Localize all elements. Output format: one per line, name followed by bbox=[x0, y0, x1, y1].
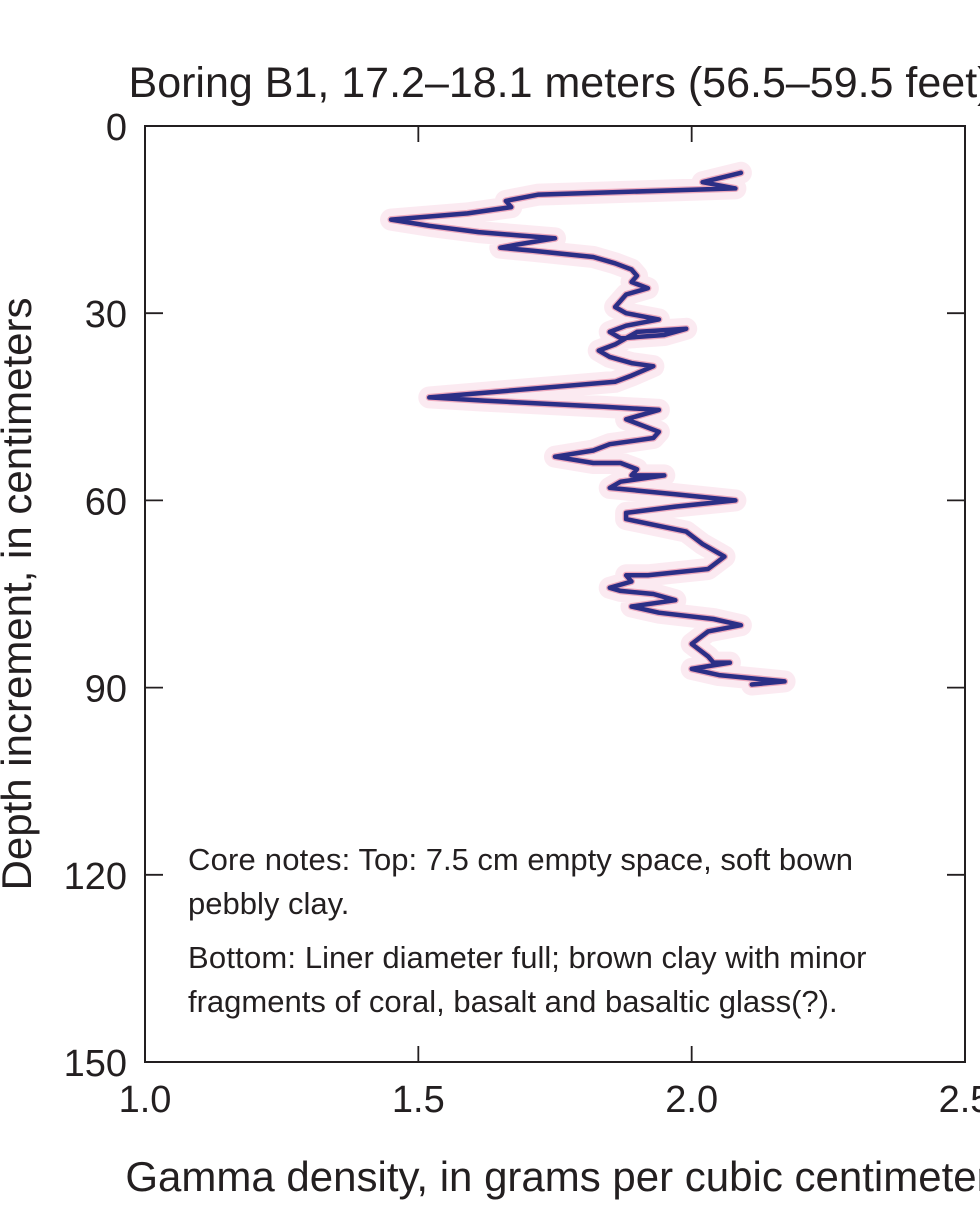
y-tick-label: 0 bbox=[106, 107, 127, 149]
y-axis-label: Depth increment, in centimeters bbox=[0, 298, 40, 891]
x-axis-label: Gamma density, in grams per cubic centim… bbox=[125, 1153, 980, 1200]
core-notes: Core notes: Top: 7.5 cm empty space, sof… bbox=[188, 838, 938, 1034]
core-notes-bottom: Bottom: Liner diameter full; brown clay … bbox=[188, 936, 938, 1024]
y-tick-label: 60 bbox=[85, 481, 127, 523]
core-notes-bottom-label: Bottom: bbox=[188, 940, 297, 975]
series-halo bbox=[380, 161, 796, 696]
y-tick-label: 120 bbox=[64, 856, 127, 898]
y-tick-label: 150 bbox=[64, 1043, 127, 1085]
plot-frame bbox=[144, 125, 966, 1063]
series-layer bbox=[380, 161, 796, 696]
x-tick-label: 1.0 bbox=[119, 1079, 172, 1121]
core-notes-top: Core notes: Top: 7.5 cm empty space, sof… bbox=[188, 838, 938, 926]
x-tick-label: 2.5 bbox=[939, 1079, 980, 1121]
core-notes-bottom-text: Liner diameter full; brown clay with min… bbox=[188, 940, 867, 1019]
core-notes-top-text: Top: 7.5 cm empty space, soft bown pebbl… bbox=[188, 842, 854, 921]
y-tick-label: 30 bbox=[85, 294, 127, 336]
x-tick-label: 2.0 bbox=[665, 1079, 718, 1121]
density-series-line bbox=[388, 170, 787, 687]
axis-ticks: 1.0 1.5 2.0 2.5 0 30 60 90 120 150 bbox=[64, 107, 980, 1121]
y-tick-label: 90 bbox=[85, 669, 127, 711]
core-notes-top-label: Core notes: bbox=[188, 842, 351, 877]
chart-title: Boring B1, 17.2–18.1 meters (56.5–59.5 f… bbox=[129, 59, 980, 107]
x-tick-label: 1.5 bbox=[392, 1079, 445, 1121]
